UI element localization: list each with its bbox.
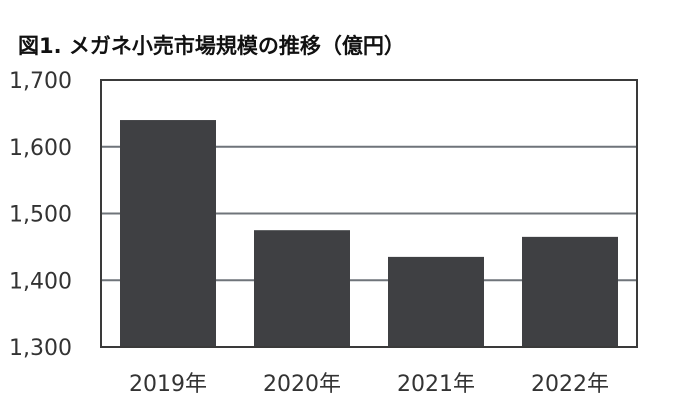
bar-2021年 (388, 256, 484, 347)
x-tick-label: 2021年 (397, 372, 475, 397)
y-tick-label: 1,700 (9, 69, 72, 94)
x-tick-label: 2020年 (263, 372, 341, 397)
y-axis-ticks: 1,300 1,400 1,500 1,600 1,700 (9, 69, 72, 361)
bar-2020年 (254, 230, 350, 347)
y-tick-label: 1,500 (9, 203, 72, 228)
x-tick-label: 2019年 (129, 372, 207, 397)
x-tick-label: 2022年 (531, 372, 609, 397)
bars (120, 120, 618, 347)
chart-title: 図1. メガネ小売市場規模の推移（億円） (18, 34, 405, 58)
bar-2022年 (522, 236, 618, 347)
y-tick-label: 1,600 (9, 136, 72, 161)
bar-2019年 (120, 120, 216, 347)
x-axis-ticks: 2019年 2020年 2021年 2022年 (129, 372, 609, 397)
plot-frame (100, 79, 638, 348)
y-tick-label: 1,300 (9, 336, 72, 361)
y-tick-label: 1,400 (9, 269, 72, 294)
